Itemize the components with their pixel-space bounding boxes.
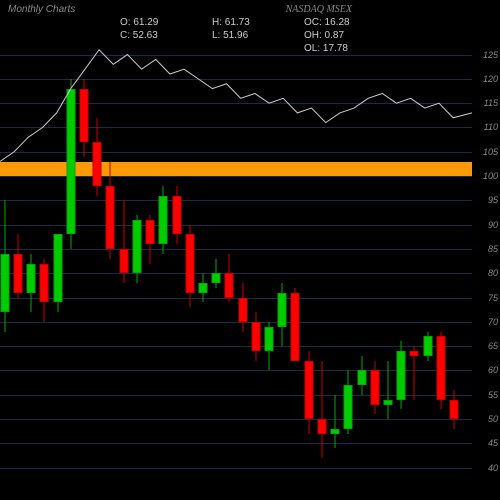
chart-header: Monthly Charts NASDAQ MSEX O: 61.29 H: 6…: [0, 0, 500, 40]
y-axis-label: 85: [488, 244, 498, 254]
candle-wick: [321, 361, 322, 458]
y-axis-label: 100: [483, 171, 498, 181]
candle-body: [423, 336, 432, 355]
gridline: [0, 443, 472, 444]
y-axis-label: 90: [488, 220, 498, 230]
candle-body: [436, 336, 445, 399]
candle-body: [304, 361, 313, 419]
gridline: [0, 298, 472, 299]
y-axis-label: 105: [483, 147, 498, 157]
candle-body: [106, 186, 115, 249]
candle-body: [80, 89, 89, 142]
gridline: [0, 249, 472, 250]
candle-body: [53, 234, 62, 302]
ohlc-open: O: 61.29: [120, 17, 196, 28]
gridline: [0, 468, 472, 469]
y-axis-label: 80: [488, 268, 498, 278]
candle-body: [172, 196, 181, 235]
gridline: [0, 55, 472, 56]
candle-body: [119, 249, 128, 273]
y-axis-label: 50: [488, 414, 498, 424]
candle-body: [291, 293, 300, 361]
candle-body: [212, 273, 221, 283]
y-axis-label: 110: [484, 122, 498, 132]
chart-title-left: Monthly Charts: [8, 4, 75, 15]
candlestick-chart[interactable]: [0, 40, 472, 492]
candle-body: [383, 400, 392, 405]
candle-body: [238, 298, 247, 322]
y-axis-label: 95: [488, 195, 498, 205]
y-axis-label: 120: [483, 74, 498, 84]
gridline: [0, 322, 472, 323]
y-axis-label: 55: [488, 390, 498, 400]
candle-body: [357, 370, 366, 385]
y-axis-label: 65: [488, 341, 498, 351]
candle-body: [450, 400, 459, 419]
candle-body: [185, 234, 194, 292]
gridline: [0, 419, 472, 420]
chart-title-right: NASDAQ MSEX: [286, 4, 492, 15]
y-axis-label: 40: [488, 463, 498, 473]
y-axis-label: 75: [488, 293, 498, 303]
candle-body: [410, 351, 419, 356]
candle-body: [66, 89, 75, 235]
candle-body: [159, 196, 168, 245]
y-axis-label: 60: [488, 365, 498, 375]
candle-body: [251, 322, 260, 351]
candle-body: [278, 293, 287, 327]
candle-body: [225, 273, 234, 297]
candle-body: [0, 254, 9, 312]
candle-wick: [387, 361, 388, 419]
ohlc-oc: OC: 16.28: [304, 17, 380, 28]
candle-body: [93, 142, 102, 186]
y-axis-label: 125: [483, 50, 498, 60]
ohlc-high: H: 61.73: [212, 17, 288, 28]
gridline: [0, 273, 472, 274]
price-axis: 40 45 50 55 60 65 70 75 80 85 90 95 100 105 110 115 120 1…: [472, 40, 500, 492]
candle-body: [344, 385, 353, 429]
candle-body: [265, 327, 274, 351]
candle-body: [13, 254, 22, 293]
y-axis-label: 115: [484, 98, 498, 108]
y-axis-label: 45: [488, 438, 498, 448]
candle-body: [331, 429, 340, 434]
candle-body: [397, 351, 406, 400]
candle-body: [317, 419, 326, 434]
candle-wick: [335, 395, 336, 448]
candle-body: [40, 264, 49, 303]
y-axis-label: 70: [488, 317, 498, 327]
candle-body: [370, 370, 379, 404]
candle-body: [198, 283, 207, 293]
candle-body: [132, 220, 141, 273]
candle-body: [27, 264, 36, 293]
candle-body: [146, 220, 155, 244]
